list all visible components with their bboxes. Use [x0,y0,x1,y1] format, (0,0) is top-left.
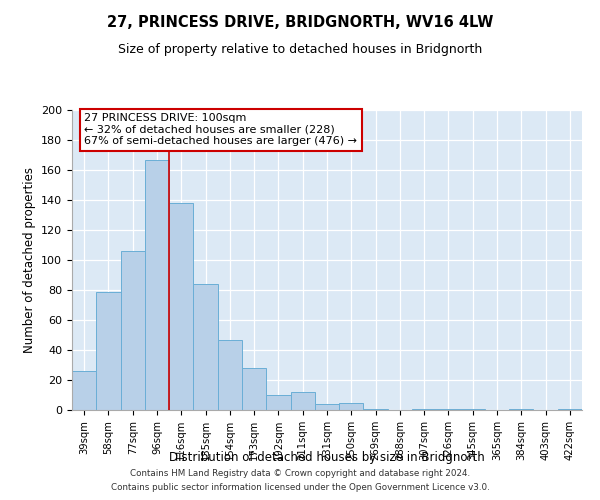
Text: Distribution of detached houses by size in Bridgnorth: Distribution of detached houses by size … [169,451,485,464]
Bar [169,203,193,410]
Text: Contains public sector information licensed under the Open Government Licence v3: Contains public sector information licen… [110,484,490,492]
Text: 27 PRINCESS DRIVE: 100sqm
← 32% of detached houses are smaller (228)
67% of semi: 27 PRINCESS DRIVE: 100sqm ← 32% of detac… [84,113,357,146]
Text: Contains HM Land Registry data © Crown copyright and database right 2024.: Contains HM Land Registry data © Crown c… [130,468,470,477]
Bar [96,292,121,410]
Bar [364,408,388,410]
Bar [558,408,582,410]
Bar [193,284,218,410]
Bar [436,408,461,410]
Bar [242,368,266,410]
Text: Size of property relative to detached houses in Bridgnorth: Size of property relative to detached ho… [118,42,482,56]
Bar [218,340,242,410]
Bar [266,395,290,410]
Bar [412,408,436,410]
Bar [290,392,315,410]
Bar [315,404,339,410]
Bar [72,371,96,410]
Bar [145,160,169,410]
Bar [121,251,145,410]
Bar [461,408,485,410]
Text: 27, PRINCESS DRIVE, BRIDGNORTH, WV16 4LW: 27, PRINCESS DRIVE, BRIDGNORTH, WV16 4LW [107,15,493,30]
Bar [509,408,533,410]
Y-axis label: Number of detached properties: Number of detached properties [23,167,35,353]
Bar [339,402,364,410]
